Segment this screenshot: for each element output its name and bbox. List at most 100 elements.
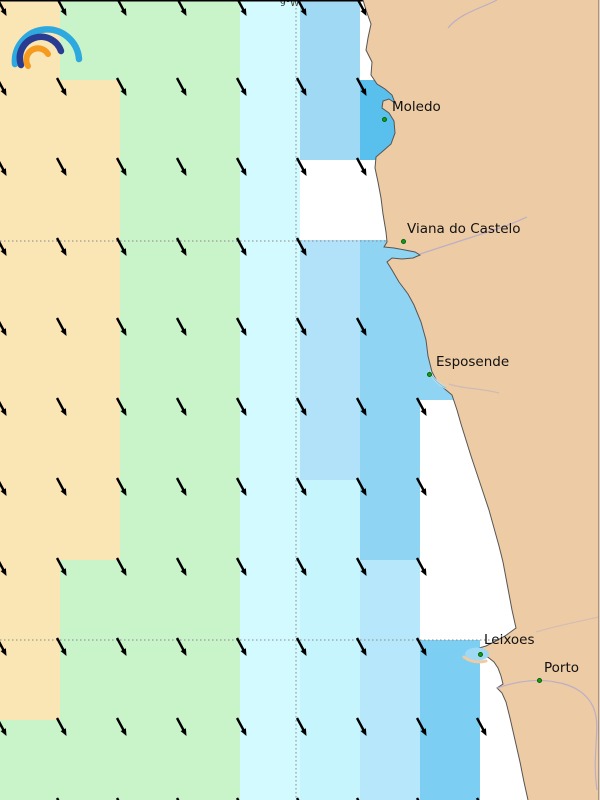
wind-arrow <box>295 557 307 576</box>
wind-arrow <box>295 637 307 656</box>
wind-cell <box>240 400 300 480</box>
wind-cell <box>300 640 360 720</box>
wind-arrow <box>235 317 247 336</box>
wind-arrow <box>355 637 367 656</box>
wind-arrow <box>55 557 67 576</box>
city-label: Moledo <box>392 99 441 115</box>
wind-cell <box>240 560 300 640</box>
wind-arrow <box>115 317 127 336</box>
wind-cell <box>180 240 240 320</box>
wind-cell <box>360 560 420 640</box>
city-dot <box>381 116 387 122</box>
wind-cell <box>300 240 360 320</box>
wind-arrow <box>235 717 247 736</box>
wind-arrow <box>55 237 67 256</box>
wind-arrow <box>175 237 187 256</box>
wind-arrow <box>175 317 187 336</box>
meridian-label: 9°W <box>280 0 300 9</box>
wind-arrow <box>295 77 307 96</box>
wind-arrow <box>0 481 7 496</box>
wind-cell <box>0 80 60 160</box>
wind-cell <box>0 720 60 800</box>
wind-cell <box>300 320 360 400</box>
wind-arrow <box>55 317 67 336</box>
wind-cell <box>180 160 240 240</box>
wind-cell <box>0 480 60 560</box>
wind-cell <box>60 240 120 320</box>
wind-cell <box>120 160 180 240</box>
wind-arrow <box>355 397 367 416</box>
wind-arrow <box>235 557 247 576</box>
wind-cell <box>360 240 420 320</box>
rivers <box>419 0 600 791</box>
wind-arrow <box>116 0 127 16</box>
wind-cell <box>300 560 360 640</box>
river-lima <box>419 216 528 255</box>
leixoes-bay <box>465 647 489 661</box>
wind-cell <box>240 480 300 560</box>
wind-arrow <box>355 717 367 736</box>
esposende-channel-outline <box>428 369 447 389</box>
windguru-logo <box>11 26 83 69</box>
wind-arrow <box>55 477 67 496</box>
wind-arrow <box>235 637 247 656</box>
logo-outer-arc-icon <box>11 26 83 68</box>
wind-cell <box>0 0 60 80</box>
wind-cell <box>240 720 300 800</box>
river-minho <box>447 0 498 29</box>
wind-arrow <box>415 397 427 416</box>
wind-arrow <box>115 557 127 576</box>
city-label: Leixoes <box>484 632 535 648</box>
wind-cell <box>60 160 120 240</box>
wind-arrow <box>0 561 7 576</box>
wind-arrow <box>0 161 7 176</box>
wind-arrow <box>0 241 7 256</box>
wind-arrow <box>235 157 247 176</box>
wind-cell <box>360 720 420 800</box>
wind-arrow <box>235 397 247 416</box>
city-dot <box>477 651 483 657</box>
wind-cell <box>60 80 120 160</box>
wind-arrow <box>475 717 487 736</box>
wind-arrow <box>295 157 307 176</box>
city-dot <box>426 371 432 377</box>
wind-cell <box>120 80 180 160</box>
wind-cell <box>180 720 240 800</box>
wind-arrow <box>235 77 247 96</box>
wind-cell <box>420 640 480 720</box>
wind-arrow <box>176 0 187 16</box>
wind-cell <box>300 480 360 560</box>
river-cavado <box>448 383 500 394</box>
wind-arrow <box>55 77 67 96</box>
wind-cell <box>60 320 120 400</box>
wind-arrow <box>356 0 367 16</box>
wind-cell <box>240 640 300 720</box>
wind-arrow <box>55 717 67 736</box>
wind-cell <box>120 480 180 560</box>
wind-arrow <box>115 77 127 96</box>
wind-cell <box>360 320 420 400</box>
city-label: Porto <box>544 660 580 676</box>
wind-cell <box>0 640 60 720</box>
wind-arrow <box>295 317 307 336</box>
wind-cell <box>360 640 420 720</box>
wind-cell <box>120 240 180 320</box>
wind-arrow <box>415 717 427 736</box>
wind-arrow <box>175 397 187 416</box>
wind-cell <box>0 560 60 640</box>
wind-cell <box>120 560 180 640</box>
wind-cell <box>180 400 240 480</box>
wind-cell <box>300 0 360 80</box>
wind-arrow <box>175 77 187 96</box>
wind-arrow <box>175 717 187 736</box>
wind-arrow <box>415 637 427 656</box>
wind-cell <box>60 720 120 800</box>
wind-cell <box>420 720 480 800</box>
wind-cell <box>360 480 420 560</box>
wind-cell <box>120 640 180 720</box>
wind-cell <box>0 400 60 480</box>
esposende-channel <box>427 369 447 390</box>
wind-cell <box>180 80 240 160</box>
city-dot <box>536 677 542 683</box>
